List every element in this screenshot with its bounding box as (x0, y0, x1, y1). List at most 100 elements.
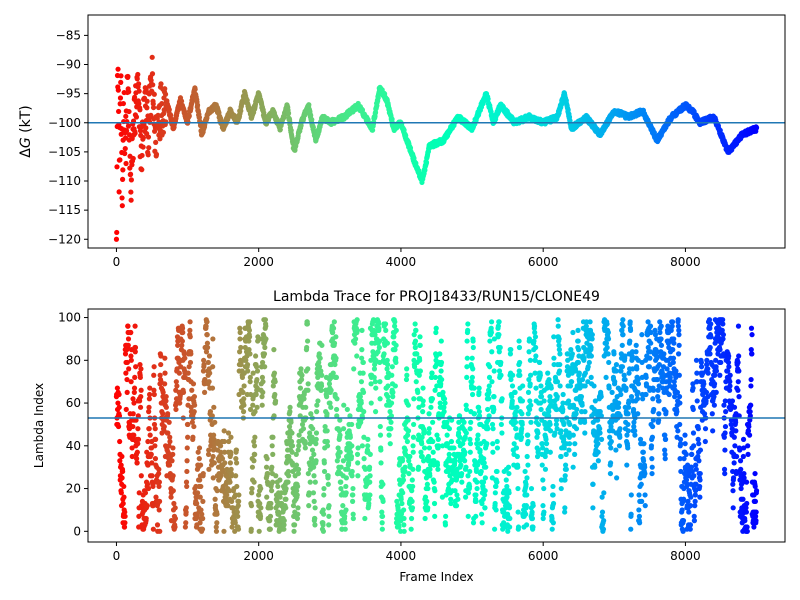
lambda-point (377, 396, 383, 402)
lambda-point (212, 496, 218, 502)
lambda-point (234, 483, 240, 490)
delta-g-point (157, 136, 163, 142)
lambda-point (590, 505, 596, 511)
lambda-point (430, 449, 436, 455)
delta-g-point (146, 145, 152, 151)
lambda-point (404, 438, 411, 445)
lambda-point (350, 485, 356, 492)
lambda-point (137, 361, 143, 368)
lambda-point (319, 342, 325, 348)
lambda-point (263, 464, 270, 470)
delta-g-point (158, 81, 164, 87)
lambda-point (429, 370, 435, 376)
lambda-point (238, 344, 244, 351)
lambda-point (187, 334, 193, 340)
lambda-point (466, 483, 473, 490)
lambda-point (555, 317, 561, 323)
lambda-point (151, 391, 157, 398)
lambda-point (529, 515, 536, 522)
lambda-point (399, 500, 405, 507)
lambda-point (355, 460, 361, 466)
x-tick-label: 2000 (243, 255, 274, 269)
lambda-point (484, 441, 490, 447)
lambda-point (410, 443, 416, 449)
lambda-point (312, 522, 318, 528)
lambda-point (348, 453, 355, 460)
delta-g-point (134, 76, 140, 82)
lambda-point (324, 428, 330, 434)
lambda-point (361, 409, 367, 415)
lambda-point (409, 505, 416, 511)
lambda-point (320, 522, 326, 528)
delta-g-point (114, 229, 120, 236)
y-tick-label: −90 (56, 58, 81, 72)
lambda-point (302, 438, 308, 445)
lambda-point (558, 485, 564, 492)
lambda-point (515, 524, 522, 530)
lambda-point (292, 522, 298, 528)
lambda-point (590, 481, 596, 487)
lambda-point (493, 507, 499, 513)
delta-g-point (150, 104, 157, 111)
lambda-point (185, 421, 191, 428)
lambda-point (463, 430, 469, 436)
lambda-point (241, 396, 247, 402)
lambda-point (530, 503, 536, 509)
lambda-point (473, 513, 479, 519)
lambda-point (321, 492, 327, 498)
lambda-point (482, 505, 488, 511)
lambda-point (248, 503, 255, 509)
lambda-point (135, 436, 142, 442)
lambda-point (524, 453, 530, 460)
lambda-point (479, 511, 485, 517)
lambda-point (206, 379, 212, 385)
lambda-point (204, 344, 211, 351)
lambda-point (212, 419, 218, 425)
lambda-point (415, 389, 421, 395)
lambda-point (570, 464, 576, 470)
lambda-point (488, 319, 495, 325)
lambda-point (343, 483, 349, 490)
lambda-point (384, 340, 391, 346)
lambda-point (438, 368, 444, 374)
lambda-point (595, 458, 601, 464)
lambda-point (499, 396, 505, 402)
lambda-point (333, 406, 340, 413)
delta-g-point (149, 71, 156, 77)
lambda-point (575, 338, 581, 344)
lambda-chart-title: Lambda Trace for PROJ18433/RUN15/CLONE49 (273, 289, 600, 305)
lambda-point (358, 379, 365, 385)
lambda-point (312, 505, 318, 511)
lambda-point (390, 389, 396, 395)
lambda-point (540, 503, 546, 509)
lambda-point (163, 404, 169, 410)
lambda-point (454, 492, 460, 498)
delta-g-point (166, 107, 172, 113)
lambda-point (499, 430, 505, 436)
lambda-point (122, 520, 128, 526)
lambda-point (548, 385, 554, 391)
lambda-point (509, 398, 515, 404)
delta-g-point (126, 132, 133, 138)
delta-g-point (194, 102, 201, 108)
lambda-point (192, 402, 198, 408)
lambda-point (567, 421, 573, 428)
lambda-point (433, 325, 439, 331)
lambda-point (337, 432, 343, 438)
delta-g-point (115, 66, 121, 72)
lambda-point (331, 340, 338, 346)
lambda-point (526, 349, 532, 355)
delta-g-point (151, 91, 157, 97)
lambda-point (492, 490, 498, 496)
lambda-point (137, 374, 143, 381)
lambda-point (379, 526, 385, 532)
y-tick-label: −120 (48, 232, 81, 246)
lambda-point (382, 321, 389, 327)
lambda-point (465, 321, 471, 327)
lambda-point (389, 372, 395, 378)
lambda-point (272, 391, 278, 398)
lambda-point (146, 391, 153, 398)
lambda-point (405, 428, 412, 434)
lambda-point (361, 456, 367, 462)
lambda-point (420, 385, 426, 391)
